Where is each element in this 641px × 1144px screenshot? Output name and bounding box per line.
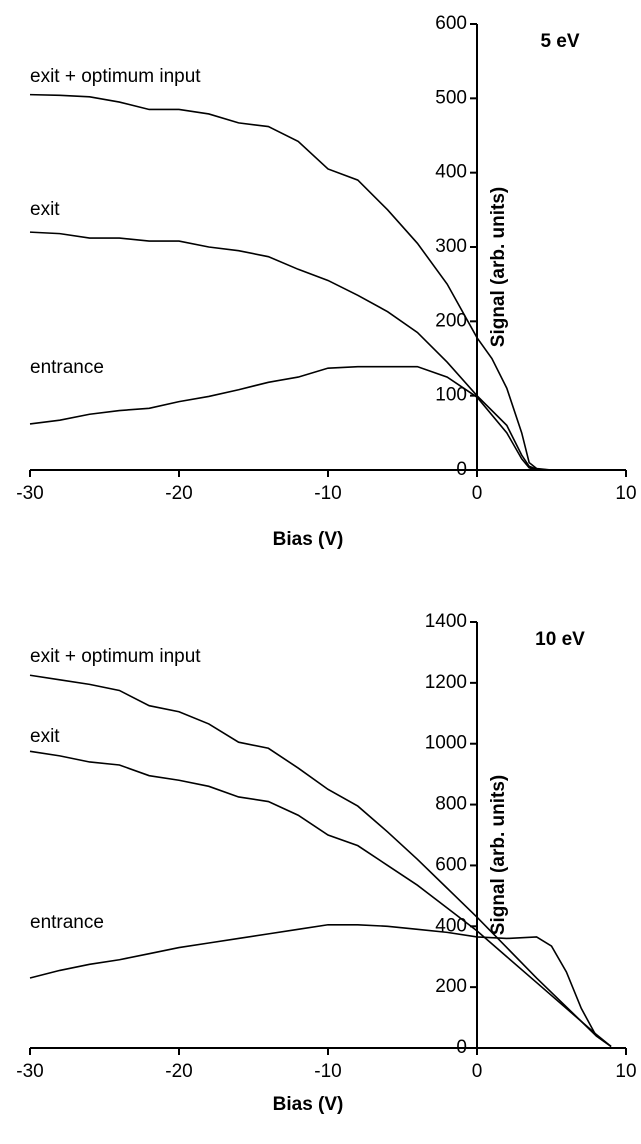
y-tick-label: 1200	[425, 672, 467, 693]
y-tick-label: 600	[435, 13, 467, 34]
series-line	[29, 365, 552, 471]
series-label: exit + optimum input	[30, 66, 201, 87]
series-line	[29, 93, 552, 471]
y-axis-title: Signal (arb. units)	[488, 775, 509, 935]
series-line	[29, 750, 612, 1048]
y-tick-label: 600	[435, 854, 467, 875]
y-tick-label: 200	[435, 976, 467, 997]
y-tick-label: 1000	[425, 733, 467, 754]
series-line	[29, 231, 552, 471]
x-tick-label: 0	[472, 483, 483, 504]
x-axis-title: Bias (V)	[273, 529, 344, 550]
x-tick-label: -10	[314, 1061, 341, 1082]
y-tick-label: 800	[435, 794, 467, 815]
y-axis-title: Signal (arb. units)	[488, 187, 509, 347]
x-tick-label: 0	[472, 1061, 483, 1082]
series-line	[29, 923, 612, 1048]
series-label: exit + optimum input	[30, 646, 201, 667]
y-tick-label: 0	[456, 459, 467, 480]
series-label: exit	[30, 726, 60, 747]
x-axis-title: Bias (V)	[273, 1094, 344, 1115]
x-tick-label: -10	[314, 483, 341, 504]
y-tick-label: 1400	[425, 611, 467, 632]
y-tick-label: 500	[435, 87, 467, 108]
series-label: exit	[30, 199, 60, 220]
x-tick-label: -20	[165, 483, 192, 504]
x-tick-label: 10	[615, 1061, 636, 1082]
x-tick-label: -30	[16, 1061, 43, 1082]
annotation: 10 eV	[535, 629, 585, 650]
y-tick-label: 0	[456, 1037, 467, 1058]
annotation: 5 eV	[540, 31, 579, 52]
y-tick-label: 400	[435, 915, 467, 936]
y-tick-label: 300	[435, 236, 467, 257]
x-tick-label: 10	[615, 483, 636, 504]
y-tick-label: 200	[435, 310, 467, 331]
x-tick-label: -20	[165, 1061, 192, 1082]
y-tick-label: 400	[435, 162, 467, 183]
y-tick-label: 100	[435, 385, 467, 406]
series-label: entrance	[30, 357, 104, 378]
series-line	[29, 674, 612, 1048]
series-label: entrance	[30, 912, 104, 933]
x-tick-label: -30	[16, 483, 43, 504]
